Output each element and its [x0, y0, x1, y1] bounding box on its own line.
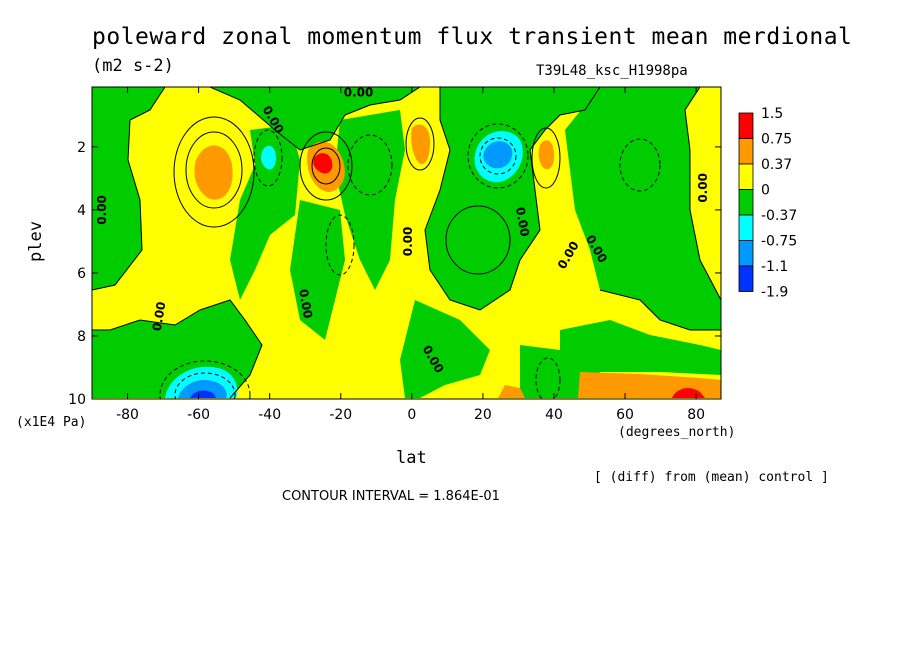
field-negative-near-equator-lower — [290, 200, 345, 340]
colorbar-label: -0.37 — [761, 208, 797, 224]
plot-frame — [91, 86, 722, 400]
contour-zero-f — [599, 289, 721, 331]
contour-zero-c — [209, 87, 421, 151]
contour-negative-ring-g — [619, 138, 661, 192]
contour-label: 0.00 — [150, 301, 169, 333]
colorbar-swatch — [738, 214, 754, 241]
x-axis-title: lat — [396, 448, 427, 468]
x-axis-units: (degrees_north) — [618, 425, 736, 440]
contour-positive-ring-f — [531, 127, 561, 189]
colorbar-label: 0.75 — [761, 132, 792, 148]
contour-negative-ring-a — [467, 123, 529, 189]
x-tick-label: 0 — [407, 407, 416, 423]
field-negative-nh-lower — [400, 300, 490, 398]
y-tick-label: 2 — [77, 140, 86, 156]
y-tick-label: 8 — [77, 329, 86, 345]
x-axis: -80 -60 -40 -20 0 20 40 60 80 — [116, 87, 705, 423]
field-negative-darkblue-surface — [190, 390, 216, 398]
field-negative-nh-tropics — [425, 87, 600, 310]
colorbar-label: -1.1 — [761, 259, 788, 275]
colorbar-label: -0.75 — [761, 234, 797, 250]
x-tick-label: -60 — [187, 407, 210, 423]
field-negative-equatorial — [335, 110, 405, 290]
contour-negative-ring-h — [325, 214, 355, 276]
field-negative-nh-highlat — [565, 87, 721, 330]
colorbar-label: -1.9 — [761, 285, 788, 301]
contour-positive-ring-e — [405, 117, 435, 171]
colorbar: 1.5 0.75 0.37 0 -0.37 -0.75 -1.1 -1.9 — [738, 106, 797, 301]
colorbar-swatch — [738, 138, 754, 165]
diff-note: [ (diff) from (mean) control ] — [594, 470, 829, 485]
contour-positive-ring-d — [311, 147, 341, 185]
field-negative-cyan-sh — [261, 145, 276, 170]
field-negative-west — [92, 87, 165, 290]
field-positive-nh-subtrop — [538, 140, 554, 170]
x-tick-label: 60 — [616, 407, 634, 423]
colorbar-swatch — [738, 189, 754, 216]
contour-positive-ring-a — [185, 131, 243, 209]
x-tick-label: -40 — [258, 407, 281, 423]
field-negative-blue-nh — [483, 141, 513, 169]
field-negative-nh-surface — [560, 320, 721, 398]
colorbar-swatch — [738, 112, 754, 139]
run-id-label: T39L48_ksc_H1998pa — [536, 63, 688, 79]
negative-contour-lines — [159, 123, 661, 399]
contour-negative-ring-i — [535, 357, 561, 399]
contour-label: 0.00 — [696, 173, 710, 203]
contour-negative-ring-d — [159, 360, 251, 399]
contour-zero-b — [92, 299, 263, 399]
contour-zero-e — [684, 87, 721, 301]
contour-label: 0.00 — [401, 227, 415, 257]
contour-positive-ring-g — [445, 205, 511, 275]
contour-negative-ring-b — [479, 137, 517, 175]
contour-positive-ring-c — [299, 131, 353, 201]
field-negative-nh-midlat-lower — [520, 345, 570, 398]
contour-interval-label: CONTOUR INTERVAL = 1.864E-01 — [282, 489, 500, 504]
colorbar-label: 1.5 — [761, 106, 783, 122]
y-axis-exponent: (x1E4 Pa) — [16, 415, 87, 430]
field-negative-top-band — [210, 87, 420, 150]
y-tick-label: 4 — [77, 203, 86, 219]
units-label: (m2 s-2) — [92, 56, 174, 76]
field-positive-max-sh — [313, 153, 333, 174]
contour-zero-a — [92, 87, 166, 291]
field-positive-equator — [411, 124, 430, 164]
x-tick-label: 20 — [474, 407, 492, 423]
field-negative-sh-subtropics — [230, 125, 300, 300]
contour-negative-ring-e — [174, 372, 236, 399]
field-positive-nh-surface-b — [498, 385, 525, 398]
colorbar-label: 0 — [761, 183, 770, 199]
x-tick-label: 40 — [545, 407, 563, 423]
contour-lines — [92, 87, 721, 399]
colorbar-label: 0.37 — [761, 157, 792, 173]
y-tick-label: 10 — [68, 392, 86, 408]
contour-label: 0.00 — [344, 85, 374, 99]
colorbar-swatch — [738, 163, 754, 190]
x-tick-label: -80 — [116, 407, 139, 423]
contour-negative-ring-f — [347, 134, 393, 196]
contour-label: 0.00 — [296, 288, 315, 320]
contour-zero-d — [424, 87, 601, 311]
chart-title: poleward zonal momentum flux transient m… — [92, 24, 853, 50]
field-positive-max-nh — [672, 388, 705, 398]
contour-negative-ring-c — [253, 129, 283, 187]
y-axis: 2 4 6 8 10 — [68, 140, 721, 408]
x-tick-label: -20 — [329, 407, 352, 423]
colorbar-swatch — [738, 265, 754, 292]
y-tick-label: 6 — [77, 266, 86, 282]
colorbar-swatch — [738, 240, 754, 267]
x-tick-label: 80 — [687, 407, 705, 423]
field-positive-midlat-sh — [194, 145, 233, 200]
field-negative-blue-surface — [178, 379, 227, 398]
contour-label: 0.00 — [95, 195, 109, 225]
contour-label: 0.00 — [513, 206, 532, 238]
contour-positive-ring-b — [173, 116, 255, 228]
filled-contour-field: 0.000.000.000.000.000.000.000.000.00 0.00… — [92, 85, 721, 399]
